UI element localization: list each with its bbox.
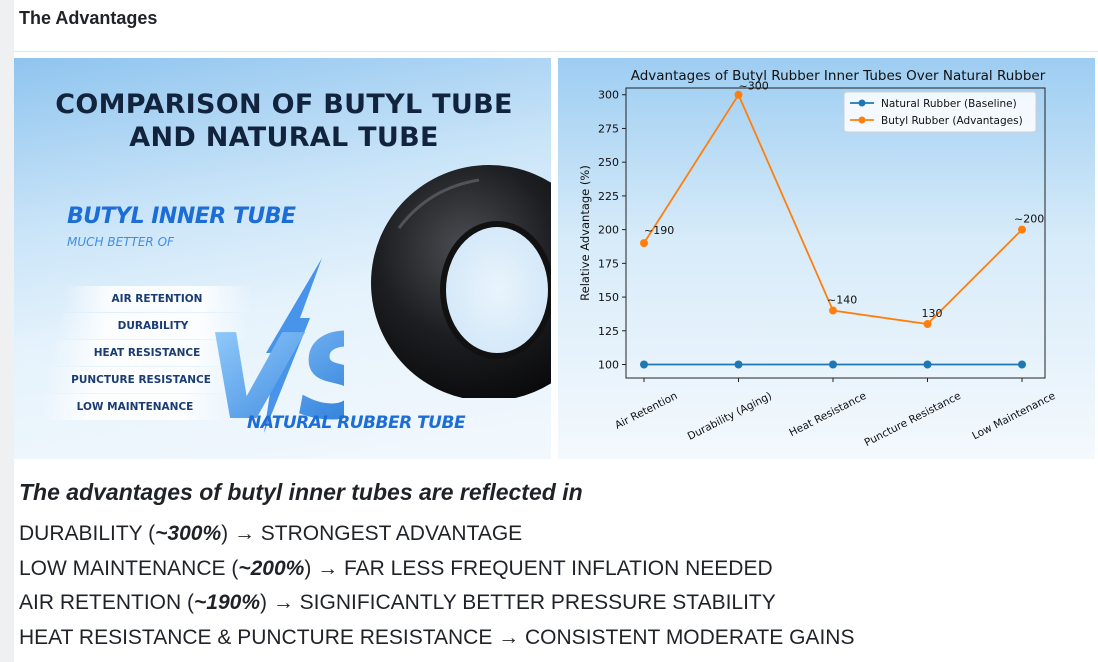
natural-tube-label: NATURAL RUBBER TUBE bbox=[247, 413, 466, 433]
x-tick-label: Puncture Resistance bbox=[863, 390, 963, 449]
promo-title-line1: COMPARISON OF BUTYL TUBE bbox=[55, 89, 513, 120]
comparison-image: COMPARISON OF BUTYL TUBE AND NATURAL TUB… bbox=[14, 58, 551, 459]
x-tick-label: Heat Resistance bbox=[787, 390, 868, 439]
butyl-tube-label: BUTYL INNER TUBE bbox=[67, 204, 296, 229]
data-point bbox=[640, 239, 648, 248]
advantages-chart: Advantages of Butyl Rubber Inner Tubes O… bbox=[558, 58, 1095, 459]
summary-line-durability: DURABILITY (~300%) → STRONGEST ADVANTAGE bbox=[19, 522, 522, 546]
chart-legend: Natural Rubber (Baseline) Butyl Rubber (A… bbox=[843, 91, 1037, 133]
summary-prefix: DURABILITY ( bbox=[19, 522, 156, 545]
y-tick-label: 275 bbox=[598, 122, 619, 135]
summary-value: ~190% bbox=[194, 591, 260, 614]
y-axis-ticks: 100 125 150 175 200 225 250 275 300 bbox=[598, 89, 626, 372]
data-annotation: 130 bbox=[922, 307, 943, 320]
butyl-tube-sublabel: MUCH BETTER OF bbox=[67, 235, 174, 249]
feature-puncture-resistance: PUNCTURE RESISTANCE bbox=[46, 367, 236, 393]
feature-durability: DURABILITY bbox=[58, 313, 248, 339]
data-annotation: ~190 bbox=[644, 224, 674, 237]
data-annotation: ~140 bbox=[827, 294, 857, 307]
y-tick-label: 200 bbox=[598, 224, 619, 237]
summary-suffix: ) → STRONGEST ADVANTAGE bbox=[221, 522, 523, 545]
plot-frame bbox=[625, 87, 1046, 379]
x-tick-label: Air Retention bbox=[613, 390, 679, 432]
summary-suffix: ) → SIGNIFICANTLY BETTER PRESSURE STABIL… bbox=[260, 591, 776, 614]
vs-text: VS bbox=[206, 308, 344, 438]
summary-line-low-maintenance: LOW MAINTENANCE (~200%) → FAR LESS FREQU… bbox=[19, 557, 773, 581]
y-tick-label: 250 bbox=[598, 156, 619, 169]
data-point bbox=[1018, 360, 1026, 369]
section-divider bbox=[14, 51, 1098, 52]
summary-value: ~300% bbox=[155, 522, 222, 545]
summary-line-moderate-gains: HEAT RESISTANCE & PUNCTURE RESISTANCE → … bbox=[19, 626, 855, 649]
chart-svg: Advantages of Butyl Rubber Inner Tubes O… bbox=[578, 68, 1057, 449]
data-annotation: ~300 bbox=[739, 80, 769, 93]
summary-prefix: AIR RETENTION ( bbox=[19, 591, 195, 614]
legend-box bbox=[843, 91, 1037, 133]
data-annotation: ~200 bbox=[1014, 213, 1044, 226]
summary-line-air-retention: AIR RETENTION (~190%) → SIGNIFICANTLY BE… bbox=[19, 591, 776, 615]
section-title: The Advantages bbox=[19, 8, 158, 28]
feature-low-maintenance: LOW MAINTENANCE bbox=[40, 394, 230, 420]
promo-title: COMPARISON OF BUTYL TUBE AND NATURAL TUB… bbox=[14, 88, 551, 154]
y-tick-label: 125 bbox=[598, 325, 619, 338]
legend-swatch-marker bbox=[858, 99, 866, 107]
feature-air-retention: AIR RETENTION bbox=[62, 286, 252, 312]
data-point bbox=[1018, 225, 1026, 234]
data-point bbox=[734, 90, 743, 99]
feature-heat-resistance: HEAT RESISTANCE bbox=[52, 340, 242, 366]
y-tick-label: 225 bbox=[598, 190, 619, 203]
y-tick-label: 175 bbox=[598, 257, 619, 270]
summary-heading: The advantages of butyl inner tubes are … bbox=[19, 479, 583, 505]
data-point bbox=[829, 360, 837, 369]
y-tick-label: 300 bbox=[598, 89, 619, 102]
legend-swatch-marker bbox=[858, 116, 866, 124]
summary-prefix: LOW MAINTENANCE ( bbox=[19, 557, 239, 580]
promo-title-line2: AND NATURAL TUBE bbox=[129, 122, 439, 153]
y-tick-label: 150 bbox=[598, 291, 619, 304]
x-tick-label: Durability (Aging) bbox=[686, 390, 774, 443]
data-point bbox=[923, 360, 932, 369]
data-point bbox=[923, 320, 932, 329]
summary-suffix: ) → FAR LESS FREQUENT INFLATION NEEDED bbox=[304, 557, 773, 580]
legend-label: Butyl Rubber (Advantages) bbox=[881, 115, 1023, 127]
data-point bbox=[640, 360, 648, 369]
vs-graphic: VS bbox=[206, 258, 344, 438]
inner-tube-image bbox=[371, 165, 551, 398]
legend-label: Natural Rubber (Baseline) bbox=[881, 98, 1017, 110]
data-point bbox=[829, 306, 837, 315]
x-tick-label: Low Maintenance bbox=[970, 390, 1057, 442]
series-layer: ~190 ~300 ~140 130 ~200 bbox=[640, 80, 1044, 369]
y-axis-label: Relative Advantage (%) bbox=[578, 165, 592, 301]
data-point bbox=[734, 360, 743, 369]
summary-value: ~200% bbox=[238, 557, 305, 580]
chart-title: Advantages of Butyl Rubber Inner Tubes O… bbox=[631, 68, 1046, 84]
x-axis-ticks: Air Retention Durability (Aging) Heat Resi… bbox=[613, 378, 1057, 449]
y-tick-label: 100 bbox=[598, 359, 619, 372]
